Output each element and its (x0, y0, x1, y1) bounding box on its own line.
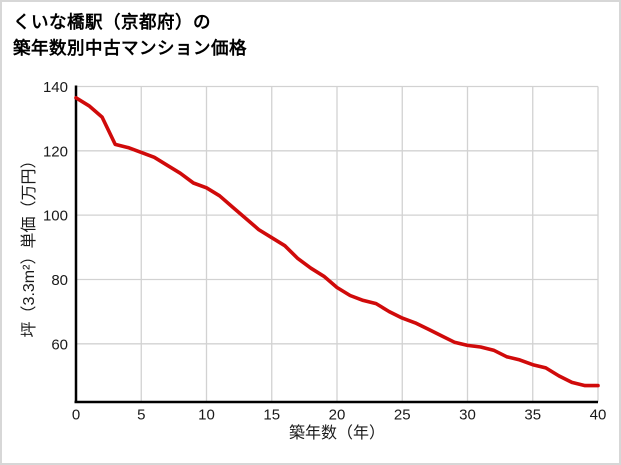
x-tick-label: 0 (72, 407, 80, 424)
y-tick-label: 60 (51, 336, 68, 353)
x-tick-label: 35 (524, 407, 541, 424)
x-axis-label: 築年数（年） (288, 425, 386, 442)
price-line (74, 96, 600, 388)
y-tick-label: 140 (43, 79, 68, 96)
y-tick-label: 80 (51, 272, 68, 289)
x-tick-label: 40 (590, 407, 607, 424)
x-tick-label: 10 (198, 407, 215, 424)
x-tick-label: 15 (263, 407, 280, 424)
y-axis-label: 坪（3.3m²）単価（万円） (21, 152, 38, 338)
chart-title: くいな橋駅（京都府）の 築年数別中古マンション価格 (13, 9, 247, 61)
x-tick-label: 30 (459, 407, 476, 424)
x-tick-label: 25 (394, 407, 411, 424)
x-tick-label: 20 (329, 407, 346, 424)
chart-title-line1: くいな橋駅（京都府）の (13, 12, 211, 32)
chart-title-line2: 築年数別中古マンション価格 (13, 38, 247, 58)
y-tick-label: 120 (43, 143, 68, 160)
x-tick-label: 5 (137, 407, 145, 424)
y-tick-label: 100 (43, 208, 68, 225)
